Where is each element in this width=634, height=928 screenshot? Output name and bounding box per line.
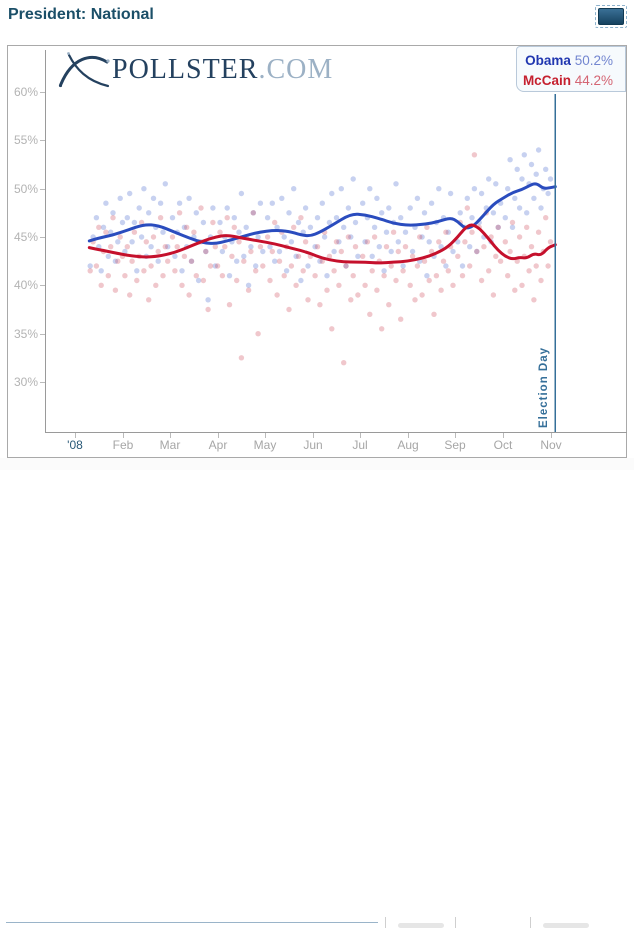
y-tick-label: 35% [13, 327, 38, 341]
table-top-sliver [0, 458, 634, 928]
x-tick [123, 433, 124, 438]
x-tick-label: '08 [67, 438, 83, 452]
x-tick-label: Apr [208, 438, 228, 452]
legend-mccain-value: 44.2% [574, 73, 613, 88]
x-tick-label: Mar [159, 438, 181, 452]
y-tick-label: 40% [13, 278, 38, 292]
legend-obama-name: Obama [525, 53, 571, 68]
election-day-label: Election Day [538, 346, 550, 428]
x-tick-label: Aug [397, 438, 419, 452]
pollster-logo: POLLSTER.COM [58, 50, 333, 90]
logo-brand: POLLSTER [112, 54, 259, 85]
legend-mccain-name: McCain [522, 73, 571, 88]
x-tick-label: Sep [444, 438, 466, 452]
pollster-swoosh-icon [58, 52, 110, 88]
y-tick-label: 55% [13, 133, 38, 147]
page: President: National 60% 55% 50% 45% 40% 35% 30… [0, 5, 634, 928]
y-tick [40, 334, 45, 335]
x-tick [455, 433, 456, 438]
x-tick [265, 433, 266, 438]
x-tick [218, 433, 219, 438]
table-column-divider [530, 917, 531, 928]
y-tick-label: 50% [13, 182, 38, 196]
x-tick-label: Jul [352, 438, 368, 452]
x-tick-label: Feb [112, 438, 134, 452]
legend-row-mccain: McCain 44.2% [517, 71, 613, 91]
table-column-divider [385, 917, 386, 928]
y-tick [40, 140, 45, 141]
page-title: President: National [8, 6, 154, 23]
table-cell-hint [543, 923, 589, 928]
x-tick-label: Nov [540, 438, 562, 452]
table-cell-hint [398, 923, 444, 928]
logo-tld: .COM [258, 54, 334, 85]
y-axis-line [45, 50, 46, 433]
x-tick [503, 433, 504, 438]
x-tick [75, 433, 76, 438]
y-tick [40, 92, 45, 93]
y-tick-label: 60% [13, 85, 38, 99]
pollster-logo-text: POLLSTER.COM [112, 54, 333, 86]
x-axis-line [45, 432, 627, 433]
y-tick [40, 237, 45, 238]
y-tick [40, 382, 45, 383]
legend-row-obama: Obama 50.2% [517, 51, 613, 71]
x-tick [313, 433, 314, 438]
y-tick [40, 189, 45, 190]
chart-panel [7, 45, 627, 458]
x-tick [170, 433, 171, 438]
region-select-icon[interactable] [595, 5, 627, 28]
x-tick-label: May [253, 438, 277, 452]
legend-obama-value: 50.2% [574, 53, 613, 68]
chart-legend: Obama 50.2% McCain 44.2% [516, 46, 626, 92]
region-select-icon-fill [598, 8, 624, 25]
x-tick [360, 433, 361, 438]
table-top-rule [6, 922, 378, 923]
x-tick [408, 433, 409, 438]
y-tick [40, 285, 45, 286]
x-tick-label: Jun [303, 438, 323, 452]
y-tick-label: 45% [13, 230, 38, 244]
y-tick-label: 30% [13, 375, 38, 389]
table-column-divider [455, 917, 456, 928]
x-tick-label: Oct [493, 438, 513, 452]
x-tick [551, 433, 552, 438]
